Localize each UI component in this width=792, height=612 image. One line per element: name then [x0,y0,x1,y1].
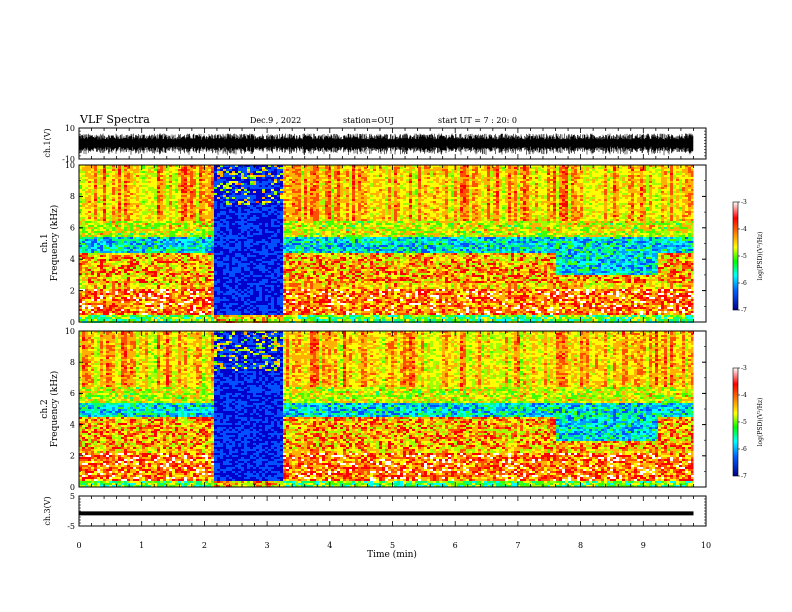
ch1-colorbar: -3 -4 -5 -6 -7 log(PSD)(V²/Hz) [733,199,764,314]
y-tick-label: 10 [65,327,75,336]
ch3-waveform-panel: 5 -5 ch.3(V) [43,492,706,531]
ch1-waveform-panel: 10-10 ch.1(V) [43,124,706,164]
y-tick-label: 2 [70,452,75,461]
y-tick-label: -5 [67,522,75,531]
y-tick-label: 8 [70,192,75,201]
colorbar-tick-label: -5 [741,419,747,426]
x-tick-label: 6 [453,541,458,550]
y-tick-label: 10 [65,161,75,170]
colorbar-tick-label: -3 [741,365,747,372]
y-tick-label: 6 [70,224,75,233]
x-tick-label: 4 [327,541,332,550]
x-tick-label: 2 [202,541,207,550]
x-tick-label: 5 [390,541,395,550]
colorbar-tick-label: -3 [741,199,747,206]
colorbar-tick-label: -4 [741,392,747,399]
ch1-frequency-axis-label: Frequency (kHz) [49,205,60,282]
ch1-waveform-trace [80,134,694,156]
x-tick-label: 0 [76,541,81,550]
colorbar-tick-label: -5 [741,253,747,260]
colorbar-scale [733,202,738,310]
colorbar-tick-label: -6 [741,446,747,453]
ch2-colorbar: -3 -4 -5 -6 -7 log(PSD)(V²/Hz) [733,365,764,480]
vlf-figure: VLF Spectra Dec.9 , 2022 station=OUJ sta… [0,0,792,612]
x-tick-label: 1 [139,541,144,550]
x-tick-label: 10 [701,541,711,550]
colorbar-tick-label: -7 [741,473,747,480]
y-tick-label: 6 [70,389,75,398]
colorbar-label: log(PSD)(V²/Hz) [757,232,764,281]
y-tick-label: 4 [70,420,75,429]
ch1-spectrogram-channel-label: ch.1 [40,233,50,252]
ch2-frequency-axis-label: Frequency (kHz) [49,371,60,448]
y-tick-label: 5 [70,492,75,501]
x-tick-label: 3 [265,541,270,550]
x-tick-label: 9 [641,541,646,550]
colorbar-tick-label: -7 [741,307,747,314]
y-tick-label: 10 [65,124,75,133]
x-tick-label: 8 [578,541,583,550]
ch2-spectrogram-panel: 0 2 4 6 8 10 ch.2 Frequency (kHz) -3 -4 -5 -6 -7 l… [40,327,764,492]
date-label: Dec.9 , 2022 [250,116,301,125]
start-time-label: start UT = 7 : 20: 0 [438,116,517,125]
y-tick-label: 2 [70,286,75,295]
colorbar-tick-label: -6 [741,280,747,287]
y-tick-label: 8 [70,358,75,367]
ch1-spectrogram-panel: 0 2 4 6 8 10 ch.1 Frequency (kHz) -3 -4 -5 -6 -7 l… [40,161,764,327]
ch2-spectrogram-image [79,331,706,487]
colorbar-label: log(PSD)(V²/Hz) [757,398,764,447]
ch1-waveform-line [80,134,694,156]
figure-title: VLF Spectra [79,113,150,126]
ch3-waveform-ylabel: ch.3(V) [43,496,52,525]
colorbar-scale [733,368,738,476]
y-tick-label: 0 [70,318,75,327]
ch1-waveform-ylabel: ch.1(V) [43,128,52,157]
ch2-spectrogram-channel-label: ch.2 [40,399,50,418]
time-axis-label: Time (min) [367,549,417,560]
station-label: station=OUJ [343,116,394,125]
ch1-spectrogram-image [79,165,706,323]
y-tick-label: 0 [70,483,75,492]
colorbar-tick-label: -4 [741,226,747,233]
x-tick-label: 7 [515,541,520,550]
y-tick-label: 4 [70,255,75,264]
